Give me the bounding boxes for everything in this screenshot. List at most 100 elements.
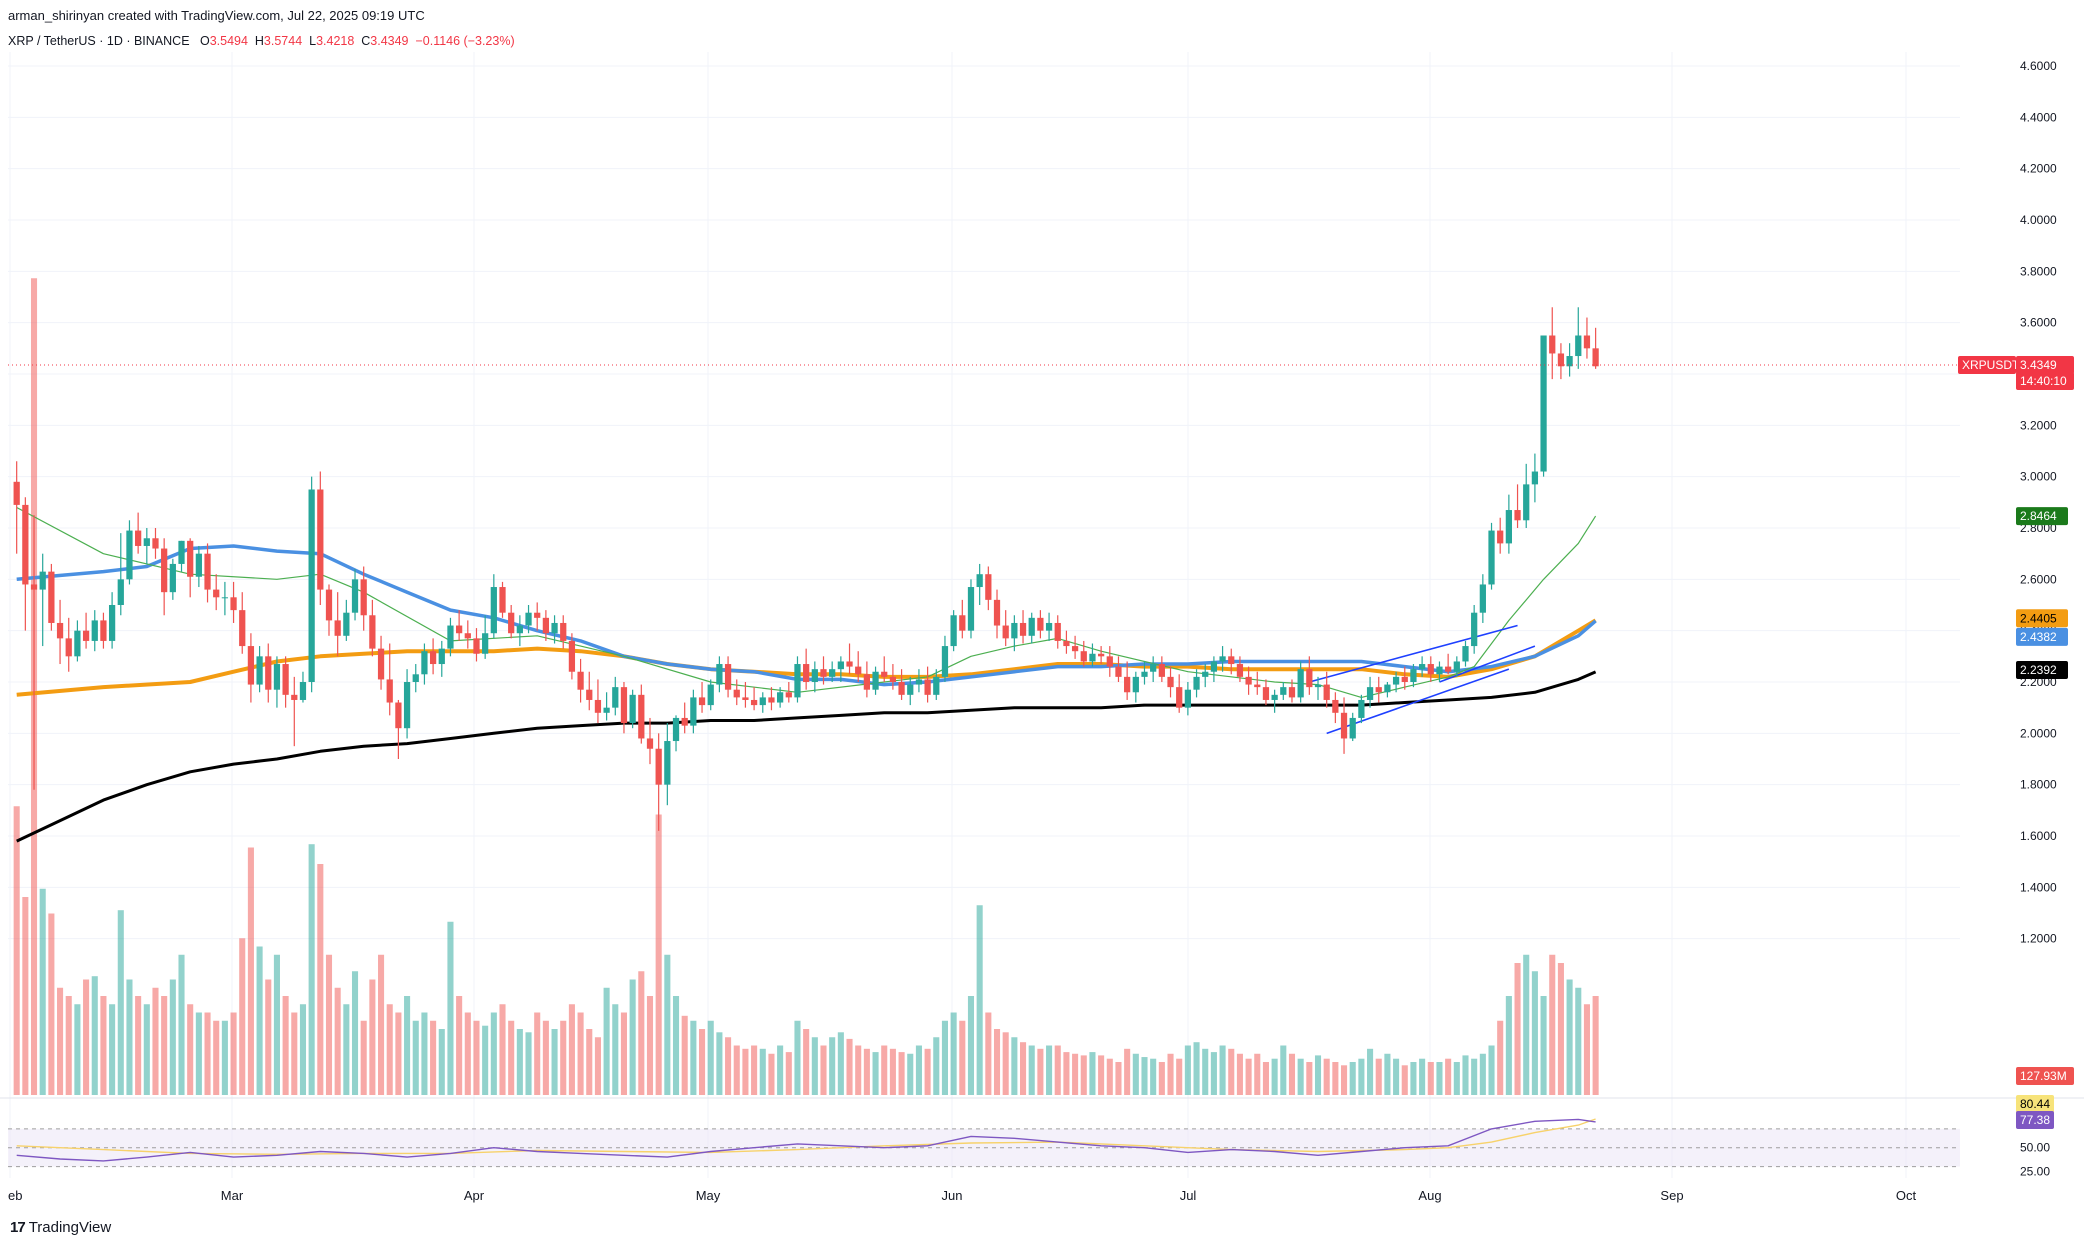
volume-bar bbox=[707, 1020, 714, 1095]
volume-bar bbox=[612, 1004, 619, 1095]
candle-body bbox=[1462, 646, 1469, 662]
volume-bar bbox=[143, 1004, 150, 1095]
candle-body bbox=[351, 579, 359, 613]
volume-bar bbox=[221, 1020, 228, 1095]
volume-bar bbox=[907, 1053, 914, 1095]
volume-bar bbox=[959, 1020, 966, 1095]
rsi-tag: 77.38 bbox=[2016, 1111, 2054, 1129]
volume-bar bbox=[534, 1012, 541, 1095]
low-value: 3.4218 bbox=[316, 34, 355, 48]
candle-body bbox=[594, 699, 602, 713]
high-value: 3.5744 bbox=[263, 34, 303, 48]
volume-bar bbox=[1566, 979, 1573, 1095]
candle-body bbox=[256, 656, 263, 685]
candle-body bbox=[325, 589, 333, 621]
candle-body bbox=[915, 679, 923, 685]
x-tick-label: May bbox=[696, 1188, 721, 1203]
volume-bar bbox=[334, 987, 341, 1095]
candle-body bbox=[213, 589, 220, 598]
volume-bar bbox=[482, 1025, 489, 1095]
last-symbol-tag-text: XRPUSDT bbox=[1962, 358, 2020, 372]
ma-orange-tag-bg bbox=[2016, 609, 2068, 628]
candle-body bbox=[1410, 669, 1417, 682]
volume-bar bbox=[421, 1012, 428, 1095]
volume-bar bbox=[1297, 1058, 1304, 1095]
candle-body bbox=[1453, 661, 1460, 672]
change-value: −0.1146 (−3.23%) bbox=[415, 34, 515, 48]
volume-bar bbox=[672, 996, 680, 1095]
candle-body bbox=[959, 615, 966, 631]
volume-bar bbox=[751, 1045, 758, 1095]
volume-bar bbox=[195, 1012, 202, 1095]
volume-bar bbox=[1557, 963, 1564, 1095]
volume-bar bbox=[117, 910, 124, 1095]
volume-bar bbox=[655, 814, 662, 1095]
candle-body bbox=[1497, 530, 1504, 544]
candle-body bbox=[265, 656, 272, 690]
volume-bar bbox=[1306, 1062, 1313, 1095]
close-value: 3.4349 bbox=[370, 34, 409, 48]
y-tick-label: 4.2000 bbox=[2020, 162, 2057, 176]
candle-body bbox=[1323, 684, 1330, 700]
candle-body bbox=[143, 538, 150, 546]
volume-bar bbox=[560, 1020, 567, 1095]
volume-bar bbox=[369, 979, 376, 1095]
candle-body bbox=[1531, 471, 1539, 485]
candle-body bbox=[1583, 335, 1591, 349]
volume-bar bbox=[490, 1012, 497, 1095]
candle-body bbox=[855, 666, 862, 675]
candle-body bbox=[1557, 353, 1565, 367]
volume-bar bbox=[499, 1004, 506, 1095]
volume-bar bbox=[820, 1045, 827, 1095]
candle-body bbox=[829, 669, 836, 677]
volume-bar bbox=[1020, 1042, 1027, 1095]
candle-body bbox=[1505, 510, 1512, 544]
volume-bar bbox=[161, 996, 168, 1095]
last-price-tag-text: 3.4349 bbox=[2020, 358, 2057, 372]
tradingview-logo[interactable]: 17 TradingView bbox=[10, 1219, 111, 1236]
volume-bar bbox=[1488, 1045, 1495, 1095]
candle-body bbox=[1306, 669, 1313, 688]
candle-body bbox=[291, 694, 298, 700]
volume-bar bbox=[881, 1045, 888, 1095]
volume-bar bbox=[1592, 996, 1599, 1095]
symbol-name[interactable]: XRP / TetherUS · 1D · BINANCE bbox=[8, 34, 190, 48]
candle-body bbox=[447, 625, 454, 649]
volume-bar bbox=[568, 1004, 575, 1095]
candle-body bbox=[785, 692, 792, 698]
x-tick-label: Mar bbox=[221, 1188, 244, 1203]
volume-bar bbox=[1549, 954, 1556, 1095]
volume-bar bbox=[1323, 1058, 1330, 1095]
candle-body bbox=[941, 646, 949, 677]
volume-bar bbox=[551, 1029, 558, 1095]
candle-body bbox=[1592, 348, 1599, 367]
candle-body bbox=[1445, 666, 1452, 672]
volume-bar bbox=[1150, 1058, 1157, 1095]
volume-bar bbox=[941, 1020, 948, 1095]
volume-bar bbox=[1028, 1045, 1035, 1095]
candle-body bbox=[707, 684, 714, 706]
volume-bar bbox=[1176, 1058, 1183, 1095]
candle-body bbox=[1150, 664, 1157, 672]
volume-bar bbox=[1393, 1058, 1400, 1095]
volume-bar bbox=[1115, 1062, 1122, 1095]
volume-bar bbox=[811, 1037, 818, 1095]
trend-line bbox=[1326, 668, 1510, 735]
candle-body bbox=[1176, 687, 1183, 708]
volume-bar bbox=[1262, 1062, 1269, 1095]
x-tick-label: Apr bbox=[464, 1188, 485, 1203]
volume-bar bbox=[1089, 1052, 1096, 1095]
volume-bar bbox=[985, 1012, 992, 1095]
candle-body bbox=[898, 682, 905, 695]
candle-body bbox=[169, 563, 176, 593]
candle-body bbox=[1436, 666, 1443, 675]
ma-green-line bbox=[16, 506, 1597, 698]
volume-bar bbox=[1497, 1020, 1504, 1095]
candle-body bbox=[48, 571, 55, 623]
candle-body bbox=[803, 664, 810, 682]
candle-body bbox=[1054, 622, 1061, 641]
candle-body bbox=[108, 605, 116, 641]
rsi-ma-line bbox=[16, 1118, 1596, 1155]
candle-body bbox=[22, 504, 29, 585]
